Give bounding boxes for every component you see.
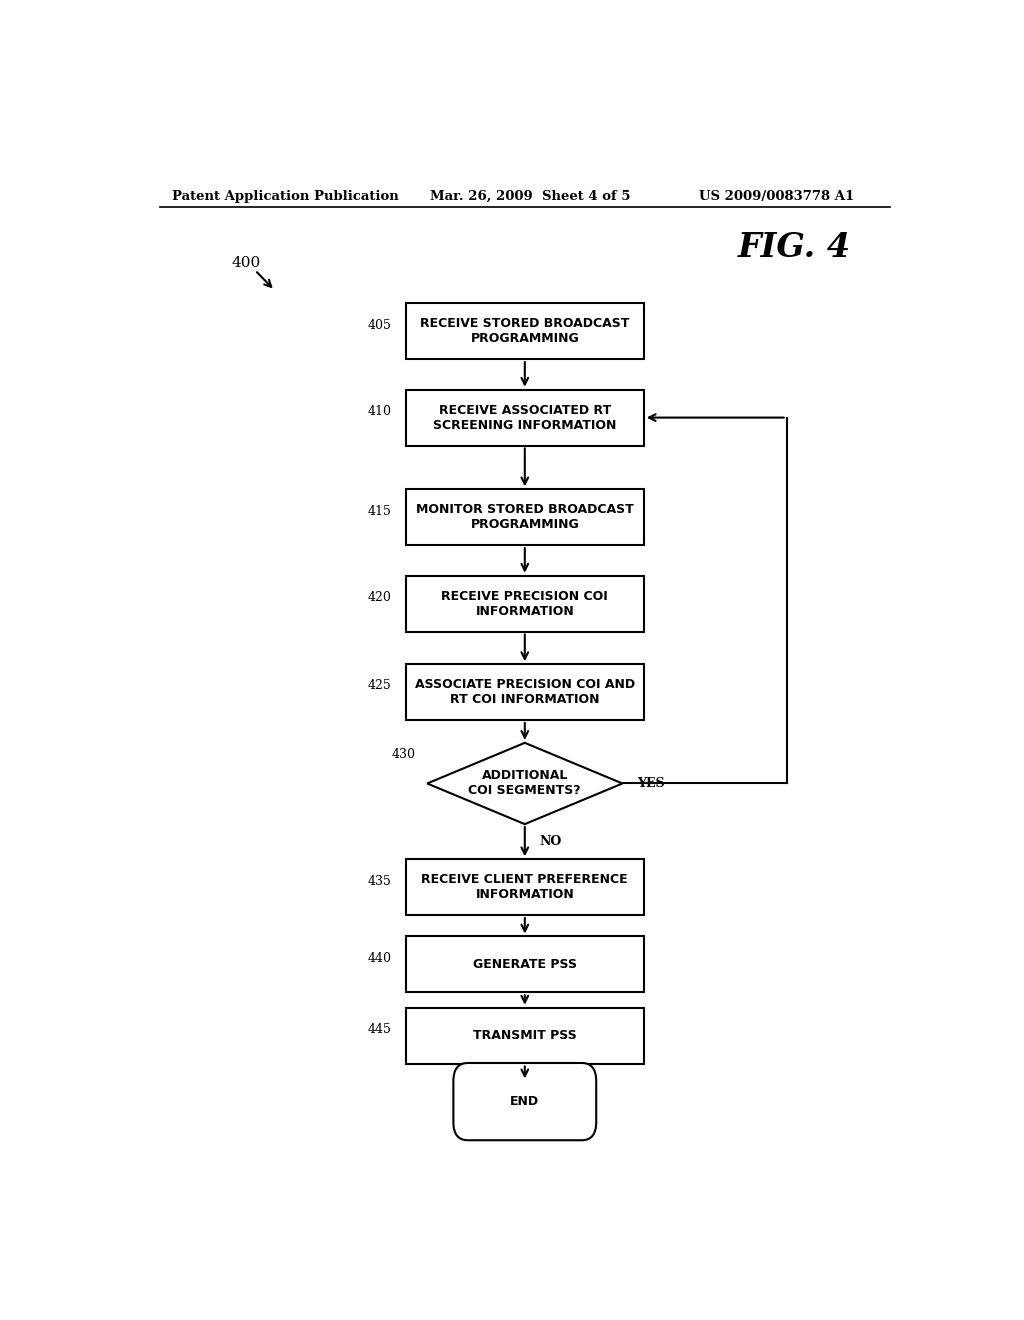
FancyBboxPatch shape bbox=[406, 936, 644, 993]
Text: Patent Application Publication: Patent Application Publication bbox=[172, 190, 398, 202]
Text: 435: 435 bbox=[368, 875, 391, 887]
Text: 425: 425 bbox=[368, 680, 391, 693]
FancyBboxPatch shape bbox=[406, 664, 644, 719]
Text: 415: 415 bbox=[368, 504, 391, 517]
Text: 420: 420 bbox=[368, 591, 391, 605]
Text: RECEIVE CLIENT PREFERENCE
INFORMATION: RECEIVE CLIENT PREFERENCE INFORMATION bbox=[422, 873, 628, 902]
Text: ADDITIONAL
COI SEGMENTS?: ADDITIONAL COI SEGMENTS? bbox=[469, 770, 581, 797]
Text: 445: 445 bbox=[368, 1023, 391, 1036]
Text: RECEIVE ASSOCIATED RT
SCREENING INFORMATION: RECEIVE ASSOCIATED RT SCREENING INFORMAT… bbox=[433, 404, 616, 432]
Text: 440: 440 bbox=[368, 952, 391, 965]
Text: END: END bbox=[510, 1096, 540, 1107]
FancyBboxPatch shape bbox=[406, 859, 644, 915]
Text: 405: 405 bbox=[368, 318, 391, 331]
Text: US 2009/0083778 A1: US 2009/0083778 A1 bbox=[699, 190, 855, 202]
Text: ASSOCIATE PRECISION COI AND
RT COI INFORMATION: ASSOCIATE PRECISION COI AND RT COI INFOR… bbox=[415, 678, 635, 706]
Polygon shape bbox=[427, 743, 623, 824]
FancyBboxPatch shape bbox=[406, 389, 644, 446]
Text: NO: NO bbox=[539, 836, 561, 849]
Text: TRANSMIT PSS: TRANSMIT PSS bbox=[473, 1030, 577, 1041]
Text: RECEIVE PRECISION COI
INFORMATION: RECEIVE PRECISION COI INFORMATION bbox=[441, 590, 608, 618]
Text: Mar. 26, 2009  Sheet 4 of 5: Mar. 26, 2009 Sheet 4 of 5 bbox=[430, 190, 630, 202]
Text: YES: YES bbox=[637, 777, 665, 789]
Text: RECEIVE STORED BROADCAST
PROGRAMMING: RECEIVE STORED BROADCAST PROGRAMMING bbox=[420, 317, 630, 346]
FancyBboxPatch shape bbox=[454, 1063, 596, 1140]
Text: 410: 410 bbox=[368, 405, 391, 418]
Text: GENERATE PSS: GENERATE PSS bbox=[473, 958, 577, 972]
Text: 430: 430 bbox=[391, 748, 416, 760]
Text: MONITOR STORED BROADCAST
PROGRAMMING: MONITOR STORED BROADCAST PROGRAMMING bbox=[416, 503, 634, 531]
Text: 400: 400 bbox=[231, 256, 260, 271]
FancyBboxPatch shape bbox=[406, 490, 644, 545]
FancyBboxPatch shape bbox=[406, 304, 644, 359]
FancyBboxPatch shape bbox=[406, 576, 644, 631]
Text: FIG. 4: FIG. 4 bbox=[738, 231, 851, 264]
FancyBboxPatch shape bbox=[406, 1007, 644, 1064]
